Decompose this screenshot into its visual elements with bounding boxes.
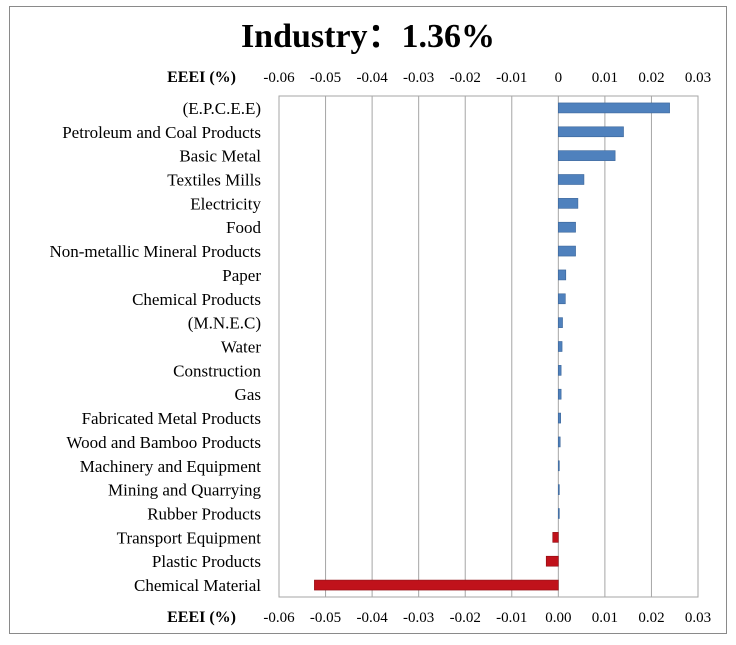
category-label: Paper	[222, 266, 261, 285]
category-label: Food	[226, 218, 261, 237]
category-label: Machinery and Equipment	[80, 457, 262, 476]
category-label: Electricity	[190, 194, 261, 213]
category-label: Water	[221, 338, 261, 357]
x-tick-label-top: -0.01	[496, 70, 527, 86]
category-label: Gas	[235, 385, 261, 404]
category-label: Petroleum and Coal Products	[62, 123, 261, 142]
bar	[558, 221, 576, 233]
x-tick-label-top: 0.02	[638, 70, 664, 86]
category-label: Wood and Bamboo Products	[66, 433, 261, 452]
x-tick-label-top: -0.04	[356, 70, 388, 86]
x-tick-label-bottom: -0.05	[310, 610, 341, 626]
x-tick-label-bottom: 0.02	[638, 610, 664, 626]
bar	[558, 198, 579, 209]
bar	[558, 436, 561, 448]
bar	[558, 365, 562, 376]
bar	[558, 317, 563, 328]
x-tick-label-bottom: -0.02	[450, 610, 481, 626]
category-label: Plastic Products	[152, 552, 261, 571]
category-label: Mining and Quarrying	[108, 481, 261, 500]
bar	[558, 269, 567, 281]
bar	[558, 508, 560, 519]
category-label: (M.N.E.C)	[188, 314, 261, 333]
bar	[314, 579, 559, 591]
x-tick-label-bottom: 0.00	[545, 610, 571, 626]
x-tick-label-top: 0	[555, 70, 563, 86]
category-label: Rubber Products	[147, 505, 261, 524]
bar	[558, 126, 624, 138]
bar	[558, 341, 563, 352]
x-tick-label-top: -0.02	[450, 70, 481, 86]
category-label: Fabricated Metal Products	[82, 409, 261, 428]
bar	[558, 388, 562, 400]
bar	[558, 174, 585, 185]
x-axis-title-top: EEEI (%)	[167, 69, 236, 86]
x-tick-label-bottom: -0.01	[496, 610, 527, 626]
category-label: Textiles Mills	[167, 171, 261, 190]
category-label: Basic Metal	[179, 147, 261, 166]
x-tick-label-top: 0.03	[685, 70, 711, 86]
chart-title: Industry：1.36%	[240, 18, 496, 55]
bar	[558, 150, 616, 161]
x-axis-title-bottom: EEEI (%)	[167, 609, 236, 626]
category-label: Construction	[173, 361, 261, 380]
category-label: Chemical Products	[132, 290, 261, 309]
x-tick-label-top: -0.03	[403, 70, 434, 86]
category-label: Transport Equipment	[117, 528, 262, 547]
bar	[545, 555, 559, 567]
x-tick-label-bottom: -0.03	[403, 610, 434, 626]
category-label: Chemical Material	[134, 576, 261, 595]
x-tick-label-bottom: 0.01	[592, 610, 618, 626]
x-tick-label-top: -0.05	[310, 70, 341, 86]
bar	[558, 412, 561, 424]
category-label: Non-metallic Mineral Products	[49, 242, 261, 261]
bar	[558, 293, 566, 305]
x-tick-label-bottom: 0.03	[685, 610, 711, 626]
x-tick-label-top: -0.06	[263, 70, 295, 86]
bar	[558, 460, 560, 472]
bar	[552, 532, 559, 543]
bar	[558, 102, 670, 114]
plot-area	[278, 95, 699, 598]
category-label: (E.P.C.E.E)	[183, 99, 261, 118]
x-tick-label-top: 0.01	[592, 70, 618, 86]
bar	[558, 245, 576, 257]
bar	[558, 484, 560, 495]
x-tick-label-bottom: -0.04	[356, 610, 388, 626]
x-tick-label-bottom: -0.06	[263, 610, 295, 626]
